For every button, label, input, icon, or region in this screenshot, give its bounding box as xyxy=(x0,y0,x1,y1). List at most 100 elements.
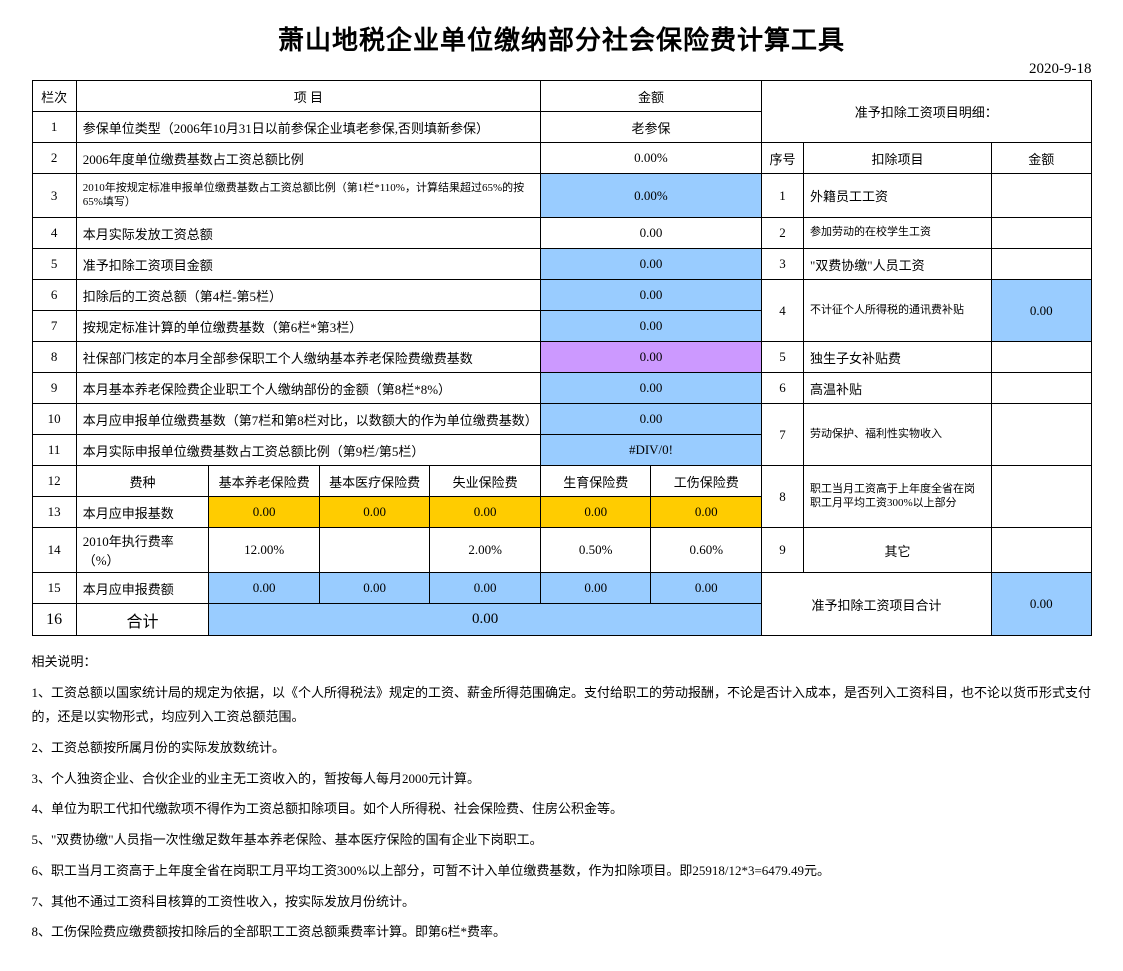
deduct-total-amt: 0.00 xyxy=(991,573,1091,636)
note-item: 3、个人独资企业、合伙企业的业主无工资收入的，暂按每人每月2000元计算。 xyxy=(32,767,1092,792)
row-item: 本月实际发放工资总额 xyxy=(76,218,540,249)
deduct-item: 不计征个人所得税的通讯费补贴 xyxy=(804,280,992,342)
row-amt: 0.00 xyxy=(540,249,761,280)
row-no: 1 xyxy=(32,112,76,143)
deduct-amt-hdr: 金额 xyxy=(991,143,1091,174)
row-amt: 0.00% xyxy=(540,174,761,218)
row-item: 2006年度单位缴费基数占工资总额比例 xyxy=(76,143,540,174)
date-label: 2020-9-18 xyxy=(32,61,1092,78)
row-amt: 老参保 xyxy=(540,112,761,143)
deduct-item: 高温补贴 xyxy=(804,373,992,404)
note-item: 8、工伤保险费应缴费额按扣除后的全部职工工资总额乘费率计算。即第6栏*费率。 xyxy=(32,920,1092,945)
row-item: 社保部门核定的本月全部参保职工个人缴纳基本养老保险费缴费基数 xyxy=(76,342,540,373)
fee-rate: 0.50% xyxy=(540,528,651,573)
deduct-no: 5 xyxy=(762,342,804,373)
row-no: 6 xyxy=(32,280,76,311)
note-item: 5、"双费协缴"人员指一次性缴足数年基本养老保险、基本医疗保险的国有企业下岗职工… xyxy=(32,828,1092,853)
row-item: 本月实际申报单位缴费基数占工资总额比例（第9栏/第5栏） xyxy=(76,435,540,466)
deduct-total-label: 准予扣除工资项目合计 xyxy=(762,573,992,636)
deduct-no: 9 xyxy=(762,528,804,573)
row-no: 9 xyxy=(32,373,76,404)
fee-type: 基本养老保险费 xyxy=(209,466,320,497)
row-amt: 0.00 xyxy=(540,342,761,373)
col-item: 项 目 xyxy=(76,81,540,112)
row-no: 10 xyxy=(32,404,76,435)
note-item: 1、工资总额以国家统计局的规定为依据，以《个人所得税法》规定的工资、薪金所得范围… xyxy=(32,681,1092,730)
deduct-seq-hdr: 序号 xyxy=(762,143,804,174)
row-amt: #DIV/0! xyxy=(540,435,761,466)
deduct-amt xyxy=(991,404,1091,466)
deduct-item: 参加劳动的在校学生工资 xyxy=(804,218,992,249)
fee-val: 0.00 xyxy=(209,497,320,528)
notes-title: 相关说明： xyxy=(32,650,1092,675)
deduct-amt xyxy=(991,249,1091,280)
total-amt: 0.00 xyxy=(209,604,762,636)
note-item: 2、工资总额按所属月份的实际发放数统计。 xyxy=(32,736,1092,761)
main-table: 栏次 项 目 金额 准予扣除工资项目明细： 1 参保单位类型（2006年10月3… xyxy=(32,80,1092,636)
deduct-item: 劳动保护、福利性实物收入 xyxy=(804,404,992,466)
deduct-amt xyxy=(991,342,1091,373)
fee-amt: 0.00 xyxy=(319,573,430,604)
row-amt: 0.00 xyxy=(540,311,761,342)
row-item: 按规定标准计算的单位缴费基数（第6栏*第3栏） xyxy=(76,311,540,342)
fee-amt: 0.00 xyxy=(430,573,541,604)
row-item: 扣除后的工资总额（第4栏-第5栏） xyxy=(76,280,540,311)
fee-type: 生育保险费 xyxy=(540,466,651,497)
row-item: 准予扣除工资项目金额 xyxy=(76,249,540,280)
note-item: 7、其他不通过工资科目核算的工资性收入，按实际发放月份统计。 xyxy=(32,890,1092,915)
row-no: 15 xyxy=(32,573,76,604)
deduct-item: "双费协缴"人员工资 xyxy=(804,249,992,280)
deduct-title: 准予扣除工资项目明细： xyxy=(762,81,1092,143)
row-no: 3 xyxy=(32,174,76,218)
deduct-no: 3 xyxy=(762,249,804,280)
row-amt: 0.00 xyxy=(540,404,761,435)
row-item: 合计 xyxy=(76,604,209,636)
fee-type: 工伤保险费 xyxy=(651,466,762,497)
deduct-amt xyxy=(991,373,1091,404)
fee-rate xyxy=(319,528,430,573)
row-no: 12 xyxy=(32,466,76,497)
row-item: 参保单位类型（2006年10月31日以前参保企业填老参保,否则填新参保） xyxy=(76,112,540,143)
deduct-no: 4 xyxy=(762,280,804,342)
row-item: 费种 xyxy=(76,466,209,497)
fee-type: 基本医疗保险费 xyxy=(319,466,430,497)
notes-section: 相关说明： 1、工资总额以国家统计局的规定为依据，以《个人所得税法》规定的工资、… xyxy=(32,650,1092,945)
fee-rate: 2.00% xyxy=(430,528,541,573)
row-no: 4 xyxy=(32,218,76,249)
deduct-no: 6 xyxy=(762,373,804,404)
row-item: 2010年执行费率（%） xyxy=(76,528,209,573)
row-amt: 0.00 xyxy=(540,218,761,249)
deduct-item: 职工当月工资高于上年度全省在岗职工月平均工资300%以上部分 xyxy=(804,466,992,528)
fee-amt: 0.00 xyxy=(209,573,320,604)
row-amt: 0.00 xyxy=(540,280,761,311)
row-no: 14 xyxy=(32,528,76,573)
deduct-no: 7 xyxy=(762,404,804,466)
deduct-item: 独生子女补贴费 xyxy=(804,342,992,373)
row-amt: 0.00 xyxy=(540,373,761,404)
row-item: 本月应申报基数 xyxy=(76,497,209,528)
fee-val: 0.00 xyxy=(430,497,541,528)
fee-rate: 0.60% xyxy=(651,528,762,573)
row-no: 5 xyxy=(32,249,76,280)
deduct-no: 8 xyxy=(762,466,804,528)
col-amount: 金额 xyxy=(540,81,761,112)
fee-val: 0.00 xyxy=(319,497,430,528)
fee-val: 0.00 xyxy=(651,497,762,528)
deduct-item: 外籍员工工资 xyxy=(804,174,992,218)
row-no: 7 xyxy=(32,311,76,342)
row-no: 11 xyxy=(32,435,76,466)
row-item: 本月应申报费额 xyxy=(76,573,209,604)
deduct-amt xyxy=(991,174,1091,218)
row-no: 16 xyxy=(32,604,76,636)
row-no: 13 xyxy=(32,497,76,528)
note-item: 4、单位为职工代扣代缴款项不得作为工资总额扣除项目。如个人所得税、社会保险费、住… xyxy=(32,797,1092,822)
row-no: 2 xyxy=(32,143,76,174)
col-index: 栏次 xyxy=(32,81,76,112)
deduct-no: 1 xyxy=(762,174,804,218)
deduct-item-hdr: 扣除项目 xyxy=(804,143,992,174)
fee-amt: 0.00 xyxy=(651,573,762,604)
fee-type: 失业保险费 xyxy=(430,466,541,497)
fee-rate: 12.00% xyxy=(209,528,320,573)
row-amt: 0.00% xyxy=(540,143,761,174)
note-item: 6、职工当月工资高于上年度全省在岗职工月平均工资300%以上部分，可暂不计入单位… xyxy=(32,859,1092,884)
